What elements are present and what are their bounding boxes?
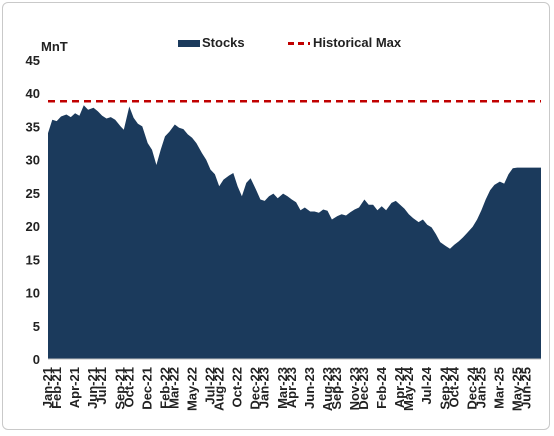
x-tick-label-sep-24: Sep-24 <box>437 366 452 409</box>
x-tick-label-oct-22: Oct-22 <box>230 367 245 407</box>
x-tick-label-jun-23: Jun-23 <box>302 367 317 409</box>
y-tick-label-5: 5 <box>33 319 40 334</box>
y-tick-label-45: 45 <box>26 53 40 68</box>
x-tick-label-mar-23: Mar-23 <box>275 367 290 409</box>
x-tick-label-may-22: May-22 <box>184 367 199 411</box>
chart-frame: MnT Stocks Historical Max 0 5 10 15 20 25 30 35… <box>2 2 550 430</box>
x-tick-label-oct-21: Oct-21 <box>121 367 136 407</box>
x-tick-label-jul-21: Jul-21 <box>94 367 109 405</box>
x-tick-label-jul-24: Jul-24 <box>419 366 434 404</box>
x-tick-label-jan-21: Jan-21 <box>40 367 55 408</box>
x-tick-label-sep-21: Sep-21 <box>112 367 127 410</box>
y-tick-label-10: 10 <box>26 286 40 301</box>
x-tick-label-aug-23: Aug-23 <box>320 367 335 411</box>
x-tick-label-nov-23: Nov-23 <box>347 367 362 410</box>
legend-label-historical-max: Historical Max <box>313 35 402 50</box>
x-tick-label-jun-25: Jun-25 <box>519 367 534 409</box>
x-tick-label-may-24: May-24 <box>401 366 416 411</box>
x-tick-label-dec-21: Dec-21 <box>139 367 154 410</box>
x-tick-label-feb-24: Feb-24 <box>374 366 389 409</box>
legend-swatch-stocks <box>178 40 200 47</box>
y-tick-label-25: 25 <box>26 186 40 201</box>
y-tick-label-0: 0 <box>33 352 40 367</box>
x-tick-label-apr-24: Apr-24 <box>392 366 407 408</box>
stocks-area <box>48 105 541 359</box>
x-tick-label-aug-22: Aug-22 <box>212 367 227 411</box>
x-tick-label-jun-21: Jun-21 <box>85 367 100 409</box>
y-axis-ticks: 0 5 10 15 20 25 30 35 40 45 <box>26 53 40 367</box>
x-tick-label-apr-21: Apr-21 <box>67 367 82 408</box>
legend: Stocks Historical Max <box>178 35 402 50</box>
x-tick-label-oct-24: Oct-24 <box>446 366 461 407</box>
stocks-chart: MnT Stocks Historical Max 0 5 10 15 20 25 30 35… <box>26 35 541 411</box>
x-tick-label-feb-21: Feb-21 <box>49 367 64 409</box>
y-tick-label-35: 35 <box>26 119 40 134</box>
y-axis-label: MnT <box>41 39 68 54</box>
y-tick-label-30: 30 <box>26 153 40 168</box>
x-tick-label-mar-22: Mar-22 <box>166 367 181 409</box>
x-tick-label-jul-22: Jul-22 <box>203 367 218 405</box>
x-tick-label-may-25: May-25 <box>510 367 525 411</box>
x-tick-label-jan-25: Jan-25 <box>473 367 488 408</box>
plot-area <box>48 99 541 360</box>
y-tick-label-40: 40 <box>26 86 40 101</box>
x-tick-label-dec-24: Dec-24 <box>464 366 479 409</box>
x-tick-label-apr-23: Apr-23 <box>284 367 299 408</box>
y-tick-label-20: 20 <box>26 219 40 234</box>
x-tick-label-mar-25: Mar-25 <box>492 367 507 409</box>
x-tick-label-dec-23: Dec-23 <box>356 367 371 410</box>
x-tick-label-dec-22: Dec-22 <box>248 367 263 410</box>
x-tick-label-sep-23: Sep-23 <box>329 367 344 410</box>
x-tick-label-jan-23: Jan-23 <box>257 367 272 408</box>
y-tick-label-15: 15 <box>26 252 40 267</box>
legend-label-stocks: Stocks <box>202 35 245 50</box>
x-tick-label-feb-22: Feb-22 <box>157 367 172 409</box>
